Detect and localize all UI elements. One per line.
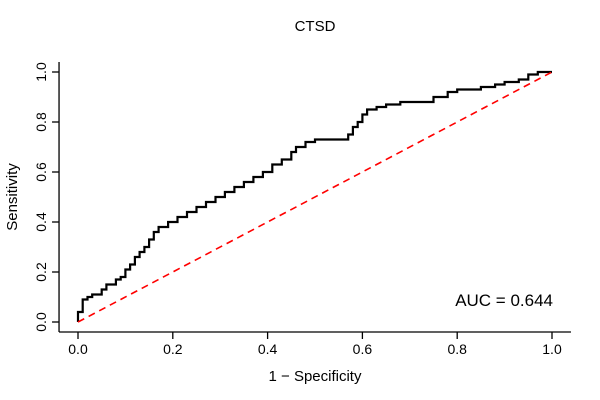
x-axis-label: 1 − Specificity bbox=[269, 368, 362, 385]
x-tick-label: 1.0 bbox=[542, 341, 562, 357]
roc-curve bbox=[76, 70, 552, 322]
x-tick-label: 0.4 bbox=[258, 341, 278, 357]
y-tick-label: 0.8 bbox=[33, 112, 49, 132]
reference-diagonal bbox=[77, 71, 553, 323]
axes: 0.0 0.2 0.4 0.6 0.8 1.0 0.0 0.2 0.4 0.6 0.8 1.0 bbox=[33, 62, 571, 357]
chart-title: CTSD bbox=[295, 18, 336, 35]
y-tick-label: 1.0 bbox=[33, 62, 49, 82]
y-tick-label: 0.0 bbox=[33, 312, 49, 332]
plot-area bbox=[76, 70, 553, 323]
x-tick-label: 0.6 bbox=[353, 341, 373, 357]
x-tick-label: 0.0 bbox=[68, 341, 88, 357]
x-tick-label: 0.8 bbox=[447, 341, 467, 357]
y-axis-label: Sensitivity bbox=[4, 163, 21, 231]
x-tick-label: 0.2 bbox=[163, 341, 183, 357]
auc-annotation: AUC = 0.644 bbox=[455, 291, 553, 310]
y-tick-label: 0.4 bbox=[33, 212, 49, 232]
y-tick-label: 0.6 bbox=[33, 162, 49, 182]
y-tick-label: 0.2 bbox=[33, 262, 49, 282]
